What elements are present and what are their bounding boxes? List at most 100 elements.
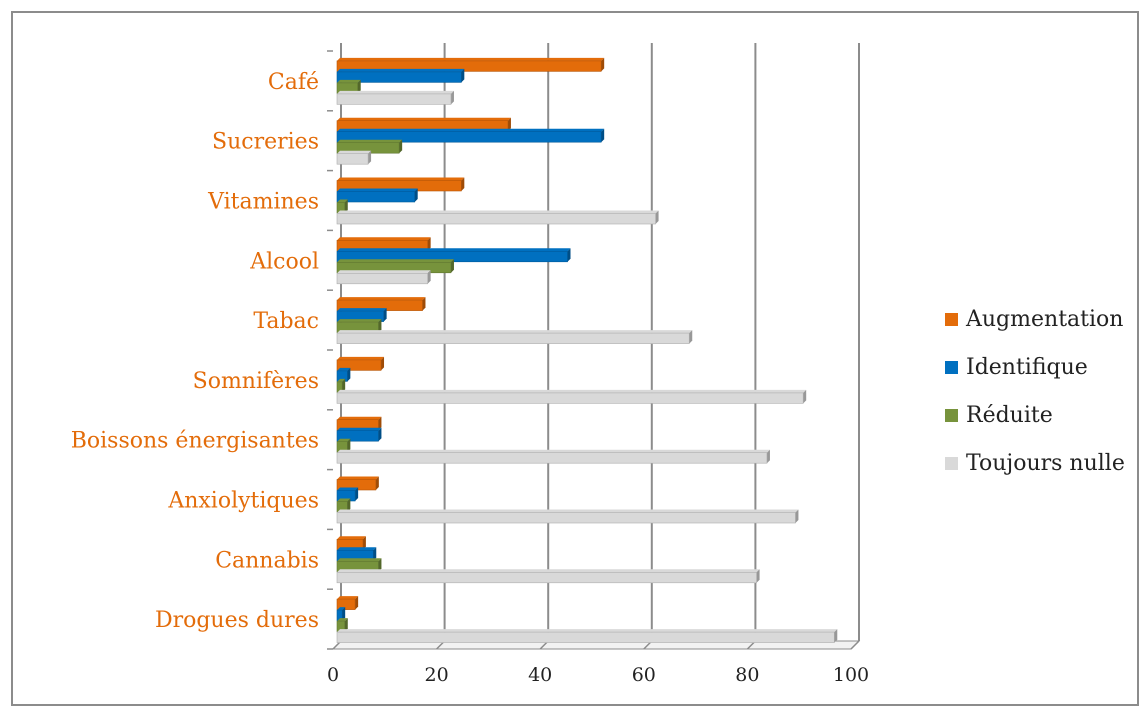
bar — [336, 452, 768, 464]
bar-end — [766, 449, 770, 464]
bar — [336, 332, 690, 344]
bar-end — [422, 297, 426, 311]
bar-top — [337, 248, 571, 252]
bar-end — [414, 188, 418, 202]
bar-chart: Café Sucreries Vitamines Alcool Tabac Somnifè… — [71, 43, 869, 686]
bar-top — [337, 416, 382, 420]
legend-item: Réduite — [945, 391, 1125, 439]
bar — [336, 359, 382, 371]
bar-end — [355, 487, 359, 501]
bar-end — [507, 117, 511, 132]
bar — [336, 131, 602, 143]
bar-top — [337, 199, 348, 203]
bar-end — [378, 558, 382, 572]
bar — [336, 430, 379, 442]
category-label: Alcool — [249, 249, 319, 274]
x-tick-label: 40 — [528, 664, 552, 686]
bar-top — [337, 319, 382, 323]
bar-top — [337, 607, 346, 611]
bar-top — [337, 297, 426, 301]
category-label: Drogues dures — [155, 608, 319, 633]
chart-frame: Café Sucreries Vitamines Alcool Tabac Somnifè… — [11, 11, 1139, 706]
bar-top — [337, 356, 385, 360]
bar-top — [337, 117, 511, 121]
bar-top — [337, 476, 379, 480]
legend-swatch — [945, 312, 958, 326]
bar-top — [337, 270, 431, 274]
bar-end — [381, 356, 385, 371]
bar-top — [337, 629, 838, 633]
bar — [336, 392, 804, 404]
gridline-foot — [850, 640, 860, 650]
x-tick-label: 20 — [425, 664, 449, 686]
bar-end — [399, 139, 403, 154]
bar-top — [337, 150, 372, 154]
bar-top — [337, 427, 382, 431]
bar-end — [378, 416, 382, 431]
bar — [336, 571, 757, 584]
bar-end — [427, 237, 431, 251]
bar-end — [383, 308, 387, 322]
bar-end — [378, 319, 382, 333]
bar-top — [337, 536, 366, 540]
bar-end — [342, 607, 346, 621]
bar-end — [795, 509, 799, 523]
bar-top — [337, 139, 403, 143]
bar-end — [461, 177, 465, 191]
bar-end — [756, 569, 760, 583]
bar-end — [601, 57, 605, 72]
legend-swatch — [945, 408, 958, 422]
category-label: Vitamines — [207, 190, 319, 215]
bar-end — [342, 378, 346, 393]
bar-top — [337, 210, 659, 214]
bar-end — [689, 330, 693, 344]
legend-item: Identifique — [945, 343, 1125, 391]
bar-end — [601, 128, 605, 143]
bar-top — [337, 330, 693, 334]
bar-end — [375, 476, 379, 490]
bar-end — [567, 248, 571, 262]
bar-top — [337, 509, 799, 513]
bar — [336, 60, 602, 72]
bar-end — [347, 367, 351, 382]
bar-end — [450, 90, 454, 105]
category-label: Café — [268, 70, 319, 95]
bar-top — [337, 237, 431, 241]
bar-end — [655, 210, 659, 224]
category-label: Cannabis — [215, 548, 319, 573]
bar-top — [337, 618, 348, 622]
legend-label: Identifique — [966, 354, 1088, 380]
bar-top — [337, 438, 351, 442]
x-tick-label: 0 — [327, 664, 339, 686]
bar-top — [337, 177, 465, 181]
bar-top — [337, 259, 454, 263]
bar-top — [337, 367, 351, 371]
bar — [336, 191, 415, 203]
bar — [336, 153, 369, 165]
category-label: Tabac — [253, 309, 319, 334]
legend: Augmentation Identifique Réduite Toujours n… — [945, 295, 1125, 487]
bar-top — [337, 569, 760, 573]
bar-top — [337, 596, 359, 600]
bar-top — [337, 389, 807, 393]
x-tick-label: 80 — [735, 664, 759, 686]
bar-top — [337, 547, 377, 551]
bar-end — [347, 438, 351, 453]
legend-item: Augmentation — [945, 295, 1125, 343]
bar — [336, 93, 452, 105]
bar — [336, 272, 428, 285]
bar-end — [378, 427, 382, 442]
legend-swatch — [945, 456, 958, 470]
bar-top — [337, 90, 454, 94]
bar-end — [362, 536, 366, 550]
legend-label: Réduite — [966, 402, 1053, 428]
bar-end — [427, 270, 431, 284]
bar-end — [344, 199, 348, 213]
bar-top — [337, 487, 359, 491]
bar-top — [337, 449, 770, 453]
bar-top — [337, 188, 418, 192]
bar-top — [337, 558, 382, 562]
x-tick-label: 60 — [632, 664, 656, 686]
category-label: Somnifères — [193, 369, 319, 394]
bar-end — [357, 79, 361, 94]
